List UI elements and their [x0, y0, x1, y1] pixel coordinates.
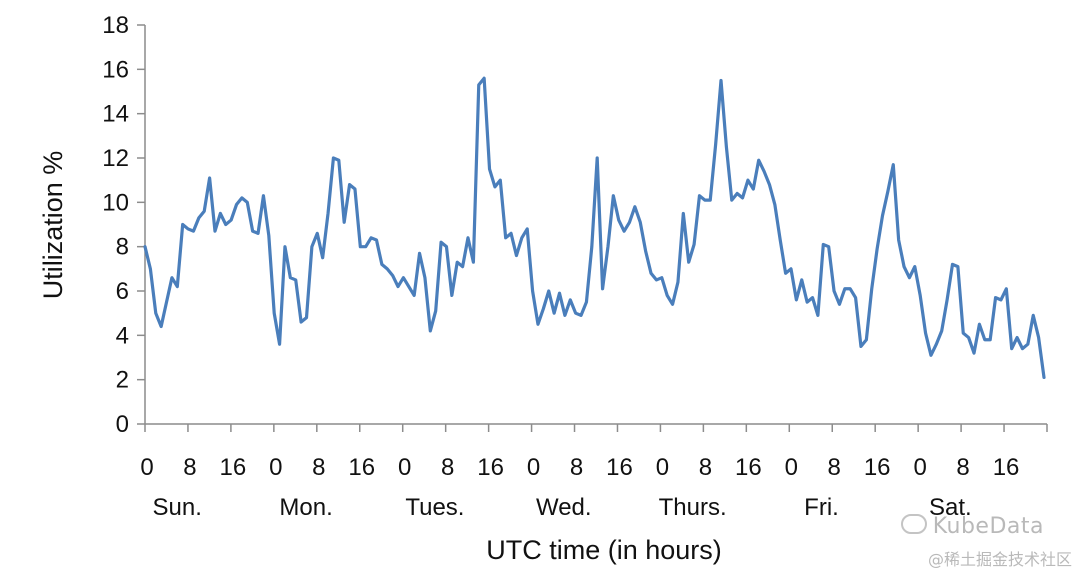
y-tick-labels: 0 2 4 6 8 10 12 14 16 18: [102, 12, 129, 438]
y-axis-ticks: [137, 24, 145, 425]
x-hour-label: 16: [993, 454, 1020, 481]
x-hour-label: 16: [477, 454, 504, 481]
y-tick-label: 2: [116, 367, 129, 394]
community-watermark: @稀土掘金技术社区: [927, 550, 1072, 569]
x-hour-label: 16: [864, 454, 891, 481]
x-hour-label: 0: [140, 454, 153, 481]
x-day-label: Wed.: [536, 494, 592, 521]
y-tick-label: 10: [102, 189, 129, 216]
x-hour-label: 0: [785, 454, 798, 481]
x-hour-label: 0: [656, 454, 669, 481]
y-tick-label: 4: [116, 322, 129, 349]
y-tick-label: 12: [102, 145, 129, 172]
y-tick-label: 6: [116, 278, 129, 305]
x-hour-label: 8: [699, 454, 712, 481]
y-tick-label: 8: [116, 234, 129, 261]
y-tick-label: 18: [102, 12, 129, 39]
x-day-label: Mon.: [279, 494, 332, 521]
kubedata-watermark: KubeData: [900, 514, 1044, 539]
x-day-label: Sat.: [929, 494, 972, 521]
x-hour-label: 0: [398, 454, 411, 481]
x-hour-label: 16: [220, 454, 247, 481]
y-tick-label: 14: [102, 101, 129, 128]
x-hour-label: 0: [527, 454, 540, 481]
x-axis-ticks: [144, 424, 1048, 432]
x-hour-label: 8: [441, 454, 454, 481]
x-day-label: Tues.: [405, 494, 464, 521]
x-hour-label: 0: [269, 454, 282, 481]
x-day-label: Thurs.: [659, 494, 727, 521]
x-hour-label: 8: [570, 454, 583, 481]
x-hour-label: 8: [312, 454, 325, 481]
x-day-label: Sun.: [153, 494, 202, 521]
x-hour-tick-labels: 0 8 16 0 8 16 0 8 16 0 8 16 0 8 16 0 8 16 0 8 16: [140, 454, 1019, 481]
x-day-labels: Sun. Mon. Tues. Wed. Thurs. Fri. Sat.: [153, 494, 972, 521]
y-tick-label: 0: [116, 411, 129, 438]
x-hour-label: 16: [606, 454, 633, 481]
x-hour-label: 8: [956, 454, 969, 481]
y-axis-title: Utilization %: [38, 151, 68, 300]
x-axis-title: UTC time (in hours): [486, 535, 722, 565]
watermark-brand: KubeData: [932, 514, 1044, 539]
x-hour-label: 8: [183, 454, 196, 481]
y-tick-label: 16: [102, 56, 129, 83]
x-hour-label: 16: [735, 454, 762, 481]
x-day-label: Fri.: [804, 494, 839, 521]
utilization-series-line: [143, 76, 1046, 380]
wechat-icon: [900, 514, 927, 534]
x-hour-label: 16: [348, 454, 375, 481]
x-hour-label: 0: [913, 454, 926, 481]
x-hour-label: 8: [828, 454, 841, 481]
